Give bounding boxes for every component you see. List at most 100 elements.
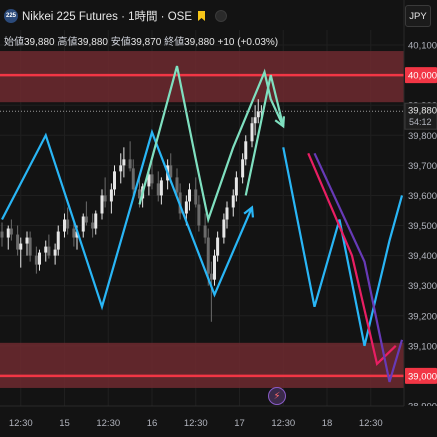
candle [84, 201, 88, 226]
price-tick-label: 39,500 [408, 221, 437, 232]
close-value: 39,880 [184, 37, 215, 48]
candle [6, 225, 10, 250]
time-tick-label: 12:30 [9, 418, 33, 429]
candle [216, 231, 220, 262]
candle-body [241, 159, 245, 178]
candle [44, 240, 48, 262]
candle [150, 159, 154, 190]
close-label: 終値 [164, 37, 185, 48]
support-resistance-zones [0, 51, 404, 388]
candle [81, 213, 85, 238]
price-tick-label: 39,600 [408, 191, 437, 202]
candle-body [244, 141, 248, 160]
time-tick-label: 12:30 [359, 418, 383, 429]
candle-body [194, 189, 198, 205]
candle-body [216, 237, 220, 256]
change-value: +10 (+0.03%) [217, 37, 279, 48]
candle-body [84, 216, 88, 223]
candle [100, 189, 104, 220]
candle [253, 105, 257, 136]
open-label: 始値 [4, 37, 24, 48]
candle-body [234, 177, 238, 196]
candle-body [138, 189, 141, 199]
candle-body [72, 228, 76, 238]
candle-body [250, 123, 254, 142]
candle-body [188, 189, 191, 202]
candle-body [103, 195, 107, 202]
candle-body [203, 225, 207, 238]
price-axis: 40,10039,90039,80039,70039,60039,50039,4… [403, 0, 437, 437]
price-zone [0, 342, 404, 388]
arrow-head [243, 205, 255, 218]
level-label: 40,000 [408, 71, 437, 82]
currency-button[interactable]: JPY [405, 5, 431, 27]
candle-body [38, 252, 41, 265]
candle-body [225, 207, 229, 220]
market-status-icon[interactable] [215, 10, 227, 22]
price-tick-label: 39,100 [408, 341, 437, 352]
low-value: 39,870 [130, 37, 162, 48]
symbol-title[interactable]: Nikkei 225 Futures · 1時間 · OSE [22, 11, 192, 23]
candle-body [91, 222, 95, 229]
candle-body [156, 183, 160, 196]
candle-body [44, 246, 48, 253]
candle-body [0, 231, 4, 238]
candle-body [231, 195, 235, 208]
flag-icon[interactable] [198, 11, 205, 21]
candle [156, 171, 160, 202]
price-tick-label: 39,700 [408, 161, 437, 172]
symbol-logo-icon: 225 [4, 9, 18, 23]
price-tick-label: 40,100 [408, 41, 437, 52]
candle [244, 135, 248, 166]
candle [9, 219, 13, 241]
candle [0, 222, 4, 247]
projection-line-cyan [1, 128, 254, 311]
candle [91, 213, 95, 238]
candle [188, 183, 191, 211]
candle [28, 231, 32, 262]
candle [63, 213, 66, 238]
time-tick-label: 15 [59, 418, 70, 429]
candle [225, 201, 229, 229]
candle-body [122, 159, 126, 166]
high-value: 39,880 [77, 37, 108, 48]
candle [56, 225, 60, 256]
candle [66, 207, 70, 235]
candle [122, 147, 126, 178]
candle-body [175, 177, 179, 193]
candle-body [47, 246, 51, 256]
candle-body [206, 237, 210, 274]
candle-body [253, 117, 257, 124]
candle-body [109, 189, 113, 202]
lightning-event-icon[interactable]: ⚡ [268, 387, 286, 405]
ohlc-legend: 始値39,880 高値39,880 安値39,870 終値39,880 +10 … [4, 33, 278, 48]
candle-body [100, 195, 104, 214]
candle [94, 210, 98, 235]
time-tick-label: 12:30 [184, 418, 208, 429]
level-label: 39,000 [408, 371, 437, 382]
candle-body [213, 255, 216, 280]
candle-body [66, 219, 70, 229]
time-tick-label: 16 [147, 418, 158, 429]
candle [103, 177, 107, 208]
candle [222, 213, 226, 244]
candle [109, 183, 113, 214]
projection-line-pink [307, 152, 397, 367]
candle-body [184, 201, 188, 214]
candle-body [209, 273, 213, 280]
candle-body [113, 171, 116, 190]
low-label: 安値 [110, 37, 131, 48]
candle [241, 153, 245, 184]
candle-body [16, 234, 20, 250]
candle-body [147, 174, 151, 187]
candle [159, 177, 163, 205]
price-tick-label: 39,800 [408, 131, 437, 142]
candle-body [197, 204, 201, 226]
time-tick-label: 18 [322, 418, 333, 429]
chart-header: 225 Nikkei 225 Futures · 1時間 · OSE [4, 6, 227, 26]
candle [250, 117, 254, 148]
candle [16, 225, 20, 256]
candle-body [19, 243, 23, 250]
